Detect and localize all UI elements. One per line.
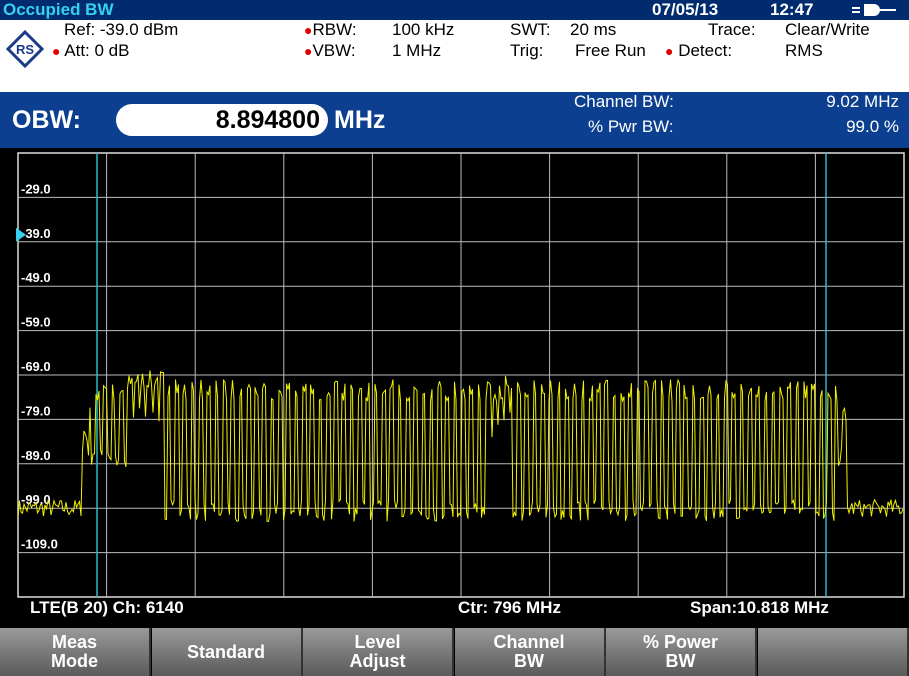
svg-text:RS: RS (16, 42, 34, 57)
channel-bw: 9.02 MHz (826, 92, 899, 111)
center-frequency: Ctr: 796 MHz (458, 598, 561, 617)
pwr-bw-label: % Pwr BW: (588, 117, 674, 136)
softkey[interactable]: % Power BW (606, 628, 757, 676)
softkey-label: BW (665, 651, 696, 671)
standard-info: LTE(B 20) Ch: 6140 (30, 598, 184, 617)
softkey[interactable]: Standard (151, 628, 303, 676)
y-label: -69.0 (21, 359, 51, 374)
rbw: 100 kHz (392, 20, 455, 39)
y-label: -49.0 (21, 270, 51, 285)
obw-label: OBW: (12, 106, 81, 134)
vbw-label: VBW: (312, 41, 356, 60)
y-label: -79.0 (21, 403, 51, 418)
attenuation: Att: 0 dB (64, 41, 130, 60)
softkey[interactable] (757, 628, 909, 676)
y-label: -99.0 (21, 492, 51, 507)
pwr-bw: 99.0 % (846, 117, 899, 136)
ref-marker (16, 227, 26, 242)
y-label: -39.0 (21, 226, 51, 241)
softkey-label: Level (354, 632, 401, 652)
red-dot: ● (304, 22, 313, 38)
detect-label: Detect: (678, 41, 733, 60)
softkey-label: BW (514, 651, 544, 671)
softkey[interactable]: Channel BW (454, 628, 606, 676)
softkey[interactable]: Meas Mode (0, 628, 151, 676)
swt: 20 ms (570, 20, 617, 39)
y-label: -89.0 (21, 448, 51, 463)
softkey-label: Mode (51, 651, 98, 671)
settings-panel (0, 20, 909, 92)
ref-level: Ref: -39.0 dBm (64, 20, 179, 39)
softkey-label: Meas (51, 632, 98, 652)
span: Span:10.818 MHz (690, 598, 829, 617)
obw-unit: MHz (334, 106, 386, 134)
title-bar (0, 0, 909, 20)
softkey[interactable]: Level Adjust (303, 628, 454, 676)
red-dot: ● (52, 43, 61, 59)
y-label: -29.0 (21, 181, 51, 196)
y-label: -109.0 (21, 537, 58, 552)
trace-label: Trace: (708, 20, 756, 39)
softkey-label: Channel (493, 632, 565, 652)
y-label: -59.0 (21, 315, 51, 330)
battery-icon (852, 4, 896, 16)
trace-mode: Clear/Write (785, 20, 870, 39)
swt-label: SWT: (510, 20, 551, 39)
softkey-label: Adjust (349, 651, 406, 671)
time: 12:47 (770, 0, 814, 19)
softkey-label: Standard (186, 641, 265, 662)
detector: RMS (785, 41, 823, 60)
trig: Free Run (575, 41, 646, 60)
channel-bw-label: Channel BW: (574, 92, 674, 111)
obw-value: 8.894800 (116, 104, 328, 136)
logo: RS (6, 30, 44, 68)
plot: -29.0 -39.0 -49.0 -59.0 -69.0 -79.0 -89.0 -99.0… (16, 152, 905, 598)
date: 07/05/13 (652, 0, 719, 19)
trace (17, 370, 904, 523)
mode-title: Occupied BW (3, 0, 114, 19)
trig-label: Trig: (510, 41, 544, 60)
rbw-label: RBW: (312, 20, 357, 39)
softkey-label: % Power (642, 632, 719, 652)
red-dot: ● (304, 43, 313, 59)
red-dot: ● (665, 43, 674, 59)
vbw: 1 MHz (392, 41, 442, 60)
